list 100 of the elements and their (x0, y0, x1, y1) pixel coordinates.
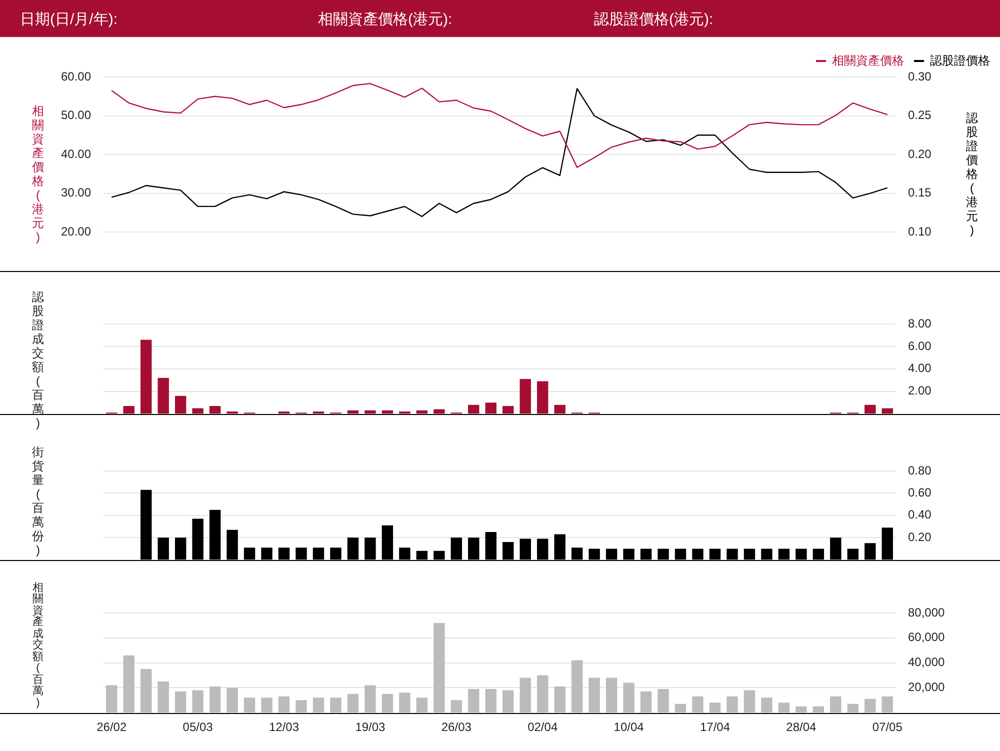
bar (606, 678, 618, 713)
bar (140, 340, 152, 414)
y-tick-label: 60.00 (60, 69, 92, 84)
y-tick-label: 40,000 (908, 655, 946, 670)
bar (744, 690, 756, 713)
x-tick-label: 12/03 (268, 720, 300, 734)
x-tick-label: 10/04 (614, 720, 644, 734)
y2-tick-label: 0.10 (908, 224, 932, 238)
y-tick-label: 40.00 (60, 146, 92, 161)
bar (468, 404, 480, 414)
bar (140, 669, 152, 713)
bar (812, 706, 824, 713)
bar (330, 698, 342, 713)
bar (536, 675, 548, 713)
text: 認股證成交額(百萬) (32, 290, 44, 430)
bar (882, 696, 893, 713)
text: 相關資產成交額(百萬) (32, 582, 44, 709)
y-tick-label: 0.40 (908, 508, 932, 522)
bar (778, 702, 790, 713)
bar (674, 704, 686, 713)
bar (174, 396, 186, 414)
y-tick-label: 30.00 (60, 186, 92, 200)
bar (226, 688, 238, 713)
bar (209, 686, 221, 713)
bar (399, 692, 410, 713)
bar (485, 402, 496, 414)
bar (416, 698, 428, 713)
bar (520, 678, 531, 713)
text: 相關資產價格(港元): (318, 10, 452, 29)
bar (761, 698, 772, 713)
bar (364, 685, 376, 713)
bar (520, 379, 531, 414)
bar (692, 696, 704, 713)
bar (468, 688, 480, 713)
y-tick-label: 20,000 (908, 680, 946, 694)
y-tick-label: 80,000 (908, 605, 946, 620)
y-tick-label: 50.00 (60, 108, 92, 122)
bar (726, 696, 738, 713)
legend-label: 相關資產價格 (832, 53, 904, 68)
y-tick-label: 0.80 (908, 463, 932, 478)
y2-tick-label: 0.25 (908, 108, 932, 122)
bar (244, 698, 256, 713)
bar (502, 690, 514, 713)
y-tick-label: 8.00 (908, 316, 932, 330)
bar (261, 698, 272, 713)
bar (106, 685, 118, 713)
text: 日期(日/月/年): (20, 10, 118, 29)
bar (174, 691, 186, 713)
bar (502, 406, 514, 414)
y2-tick-label: 0.15 (908, 186, 932, 200)
bar (588, 678, 600, 713)
bar (434, 622, 445, 713)
text: 相關資產價格(港元) (32, 104, 44, 244)
bar (158, 378, 169, 414)
bar (571, 660, 583, 713)
x-tick-label: 19/03 (355, 720, 386, 734)
bar (450, 700, 462, 713)
bar (434, 409, 445, 414)
y2-tick-label: 0.30 (908, 69, 932, 84)
legend-label: 認股證價格 (930, 53, 990, 68)
bar (640, 691, 652, 713)
bar (847, 704, 859, 713)
bar (830, 696, 842, 713)
text: 認股證價格(港元): (594, 10, 714, 29)
bar (209, 406, 221, 414)
bar (192, 690, 204, 713)
y-tick-label: 20.00 (60, 224, 92, 238)
bar (536, 381, 548, 414)
bar (882, 408, 893, 414)
x-tick-label: 26/03 (441, 720, 472, 734)
bar (296, 700, 307, 713)
bar (623, 682, 634, 713)
bar (278, 696, 290, 713)
bar (658, 688, 669, 713)
bar (796, 706, 807, 713)
x-tick-label: 02/04 (528, 720, 558, 734)
y-tick-label: 6.00 (908, 338, 932, 353)
bar (312, 698, 324, 713)
y-tick-label: 2.00 (908, 384, 932, 398)
bar (192, 408, 204, 414)
bar (158, 681, 169, 713)
x-tick-label: 07/05 (872, 720, 903, 734)
bar (554, 404, 566, 414)
bar (864, 404, 876, 414)
x-tick-label: 17/04 (700, 720, 730, 734)
bar (864, 698, 876, 713)
text: 認股證價格(港元) (966, 110, 978, 237)
y-tick-label: 4.00 (908, 361, 932, 376)
bar (347, 694, 359, 713)
x-tick-label: 26/02 (96, 720, 127, 734)
x-tick-label: 28/04 (786, 720, 817, 734)
bar (123, 406, 134, 414)
bar (382, 694, 394, 713)
bar (123, 655, 134, 713)
y-tick-label: 0.20 (908, 530, 932, 544)
bar (709, 702, 721, 713)
bar (364, 410, 376, 414)
bar (554, 686, 566, 713)
x-tick-label: 05/03 (182, 720, 214, 734)
y-tick-label: 0.60 (908, 486, 932, 500)
